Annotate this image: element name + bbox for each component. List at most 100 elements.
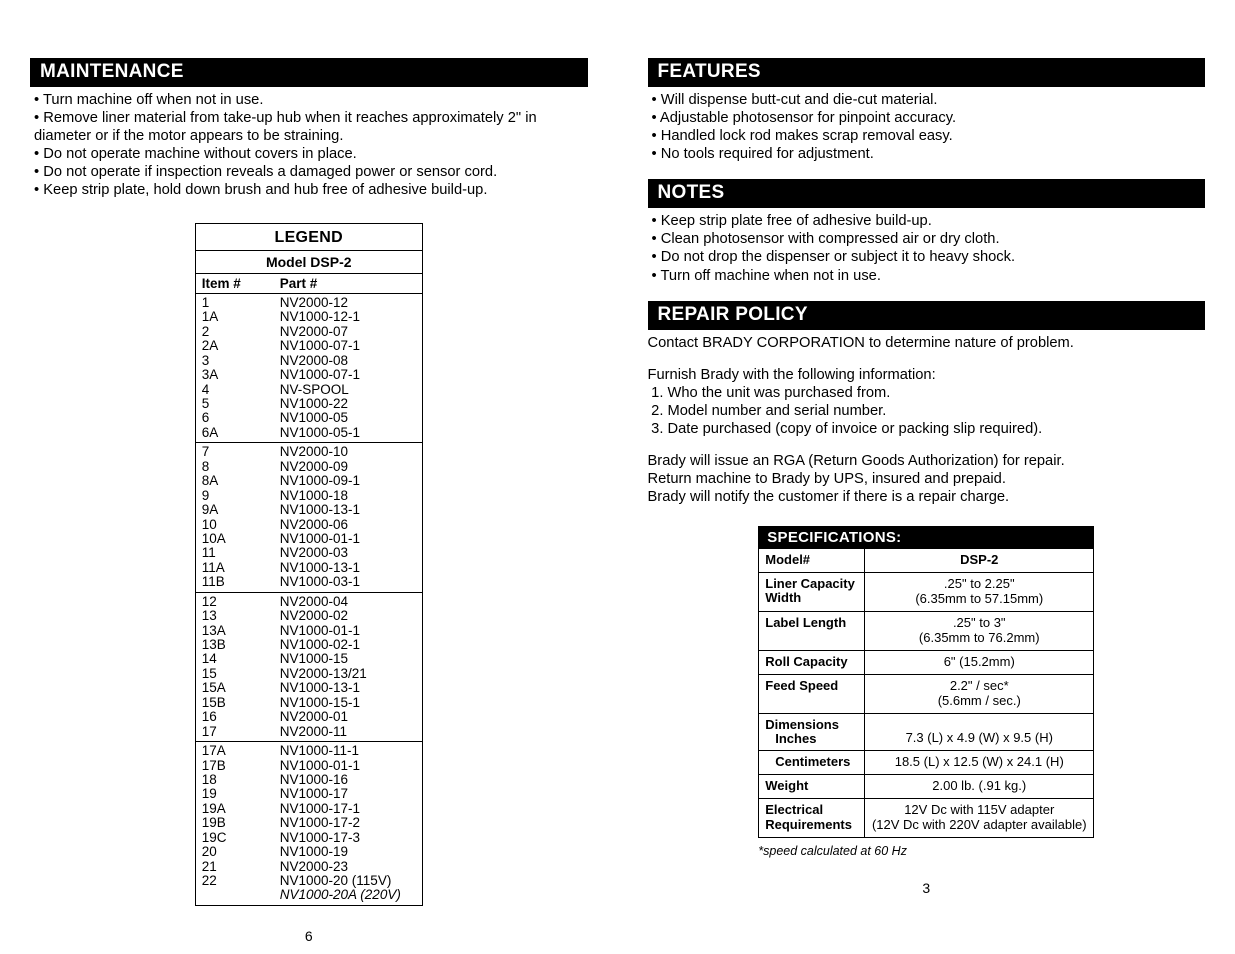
legend-row: 17BNV1000-01-1 (202, 759, 416, 773)
legend-item-num: 3A (202, 368, 280, 382)
legend-row: 8ANV1000-09-1 (202, 474, 416, 488)
repair-para-2: Return machine to Brady by UPS, insured … (648, 470, 1206, 488)
spec-dim-cm-val: 18.5 (L) x 12.5 (W) x 24.1 (H) (865, 751, 1093, 774)
spec-feed-label: Feed Speed (759, 675, 865, 713)
legend-item-num: 6A (202, 426, 280, 440)
legend-item-num: 20 (202, 845, 280, 859)
legend-part-num: NV2000-08 (280, 354, 348, 368)
spec-model-val: DSP-2 (865, 549, 1093, 572)
right-page-number: 3 (648, 880, 1206, 896)
repair-header: REPAIR POLICY (648, 301, 1206, 330)
spec-dim-label-text: Dimensions (765, 718, 858, 732)
legend-item-num: 15B (202, 696, 280, 710)
legend-row: 1NV2000-12 (202, 296, 416, 310)
notes-header: NOTES (648, 179, 1206, 208)
legend-row: 9ANV1000-13-1 (202, 503, 416, 517)
legend-part-num: NV1000-01-1 (280, 532, 360, 546)
spec-weight-label: Weight (759, 775, 865, 798)
maintenance-list: Turn machine off when not in use.Remove … (30, 91, 588, 199)
legend-part-num: NV1000-01-1 (280, 759, 360, 773)
legend-part-num: NV1000-20A (220V) (280, 888, 401, 902)
spec-liner-val: .25" to 2.25" (6.35mm to 57.15mm) (865, 573, 1093, 611)
notes-list: Keep strip plate free of adhesive build-… (648, 212, 1206, 284)
legend-item-num: 2A (202, 339, 280, 353)
legend-row: 7NV2000-10 (202, 445, 416, 459)
legend-item-num: 21 (202, 860, 280, 874)
legend-item-num: 6 (202, 411, 280, 425)
legend-row: 15BNV1000-15-1 (202, 696, 416, 710)
legend-row: 9NV1000-18 (202, 489, 416, 503)
spec-row-roll: Roll Capacity 6" (15.2mm) (759, 651, 1093, 675)
legend-row: 11NV2000-03 (202, 546, 416, 560)
legend-item-num: 8 (202, 460, 280, 474)
legend-item-num: 11A (202, 561, 280, 575)
legend-item-num: 17A (202, 744, 280, 758)
legend-part-num: NV2000-02 (280, 609, 348, 623)
spec-dim-in-label: Inches (765, 732, 858, 746)
legend-box: LEGEND Model DSP-2 Item # Part # 1NV2000… (195, 223, 423, 905)
spec-weight-val: 2.00 lb. (.91 kg.) (865, 775, 1093, 798)
spec-feed-val: 2.2" / sec* (5.6mm / sec.) (865, 675, 1093, 713)
legend-part-num: NV1000-20 (115V) (280, 874, 392, 888)
spec-footnote: *speed calculated at 60 Hz (758, 844, 1094, 858)
legend-part-num: NV1000-17-1 (280, 802, 360, 816)
legend-item-num: 9 (202, 489, 280, 503)
legend-row: 10NV2000-06 (202, 518, 416, 532)
legend-item-num: 18 (202, 773, 280, 787)
legend-row: 2NV2000-07 (202, 325, 416, 339)
legend-part-num: NV2000-23 (280, 860, 348, 874)
legend-group: 7NV2000-108NV2000-098ANV1000-09-19NV1000… (196, 443, 422, 592)
spec-label-val2: (6.35mm to 76.2mm) (871, 631, 1087, 646)
legend-part-num: NV2000-09 (280, 460, 348, 474)
spec-model-label: Model# (759, 549, 865, 572)
legend-row: 13NV2000-02 (202, 609, 416, 623)
legend-item-num: 11 (202, 546, 280, 560)
legend-row: 6ANV1000-05-1 (202, 426, 416, 440)
legend-item-num: 19 (202, 787, 280, 801)
repair-para-3: Brady will notify the customer if there … (648, 488, 1206, 506)
right-page: FEATURES Will dispense butt-cut and die-… (648, 58, 1206, 954)
legend-part-num: NV1000-13-1 (280, 681, 360, 695)
repair-intro: Contact BRADY CORPORATION to determine n… (648, 334, 1206, 352)
legend-row: 22NV1000-20 (115V) (202, 874, 416, 888)
legend-part-num: NV1000-22 (280, 397, 348, 411)
legend-row: 13ANV1000-01-1 (202, 624, 416, 638)
repair-furnish-list: Who the unit was purchased from.Model nu… (648, 384, 1206, 438)
legend-row: 12NV2000-04 (202, 595, 416, 609)
legend-part-num: NV1000-05 (280, 411, 348, 425)
legend-item-num: 17B (202, 759, 280, 773)
legend-col-item: Item # (202, 277, 280, 291)
legend-row: 3NV2000-08 (202, 354, 416, 368)
spec-dim-label: Dimensions Inches (759, 714, 865, 751)
left-page-number: 6 (30, 928, 588, 944)
list-item: Do not operate if inspection reveals a d… (34, 163, 588, 181)
legend-item-num: 1A (202, 310, 280, 324)
legend-item-num: 8A (202, 474, 280, 488)
spec-title: SPECIFICATIONS: (759, 527, 1093, 549)
list-item: Date purchased (copy of invoice or packi… (668, 420, 1206, 438)
legend-part-num: NV2000-13/21 (280, 667, 367, 681)
legend-part-num: NV1000-17-3 (280, 831, 360, 845)
spec-row-liner: Liner Capacity Width .25" to 2.25" (6.35… (759, 573, 1093, 612)
legend-row: 4NV-SPOOL (202, 383, 416, 397)
legend-item-num: 19C (202, 831, 280, 845)
legend-item-num: 15 (202, 667, 280, 681)
legend-item-num: 12 (202, 595, 280, 609)
legend-row: 19BNV1000-17-2 (202, 816, 416, 830)
spec-dim-cm-label-text: Centimeters (765, 755, 858, 769)
legend-row: NV1000-20A (220V) (202, 888, 416, 902)
spec-liner-val2: (6.35mm to 57.15mm) (871, 592, 1087, 607)
spec-dim-in-val: 7.3 (L) x 4.9 (W) x 9.5 (H) (865, 714, 1093, 751)
legend-row: 18NV1000-16 (202, 773, 416, 787)
legend-part-num: NV1000-02-1 (280, 638, 360, 652)
legend-row: 13BNV1000-02-1 (202, 638, 416, 652)
legend-item-num: 5 (202, 397, 280, 411)
features-header: FEATURES (648, 58, 1206, 87)
spec-roll-val: 6" (15.2mm) (865, 651, 1093, 674)
legend-row: 14NV1000-15 (202, 652, 416, 666)
legend-part-num: NV2000-12 (280, 296, 348, 310)
spec-elec-val2: (12V Dc with 220V adapter available) (871, 818, 1087, 833)
legend-row: 2ANV1000-07-1 (202, 339, 416, 353)
legend-item-num: 10 (202, 518, 280, 532)
legend-item-num: 19A (202, 802, 280, 816)
